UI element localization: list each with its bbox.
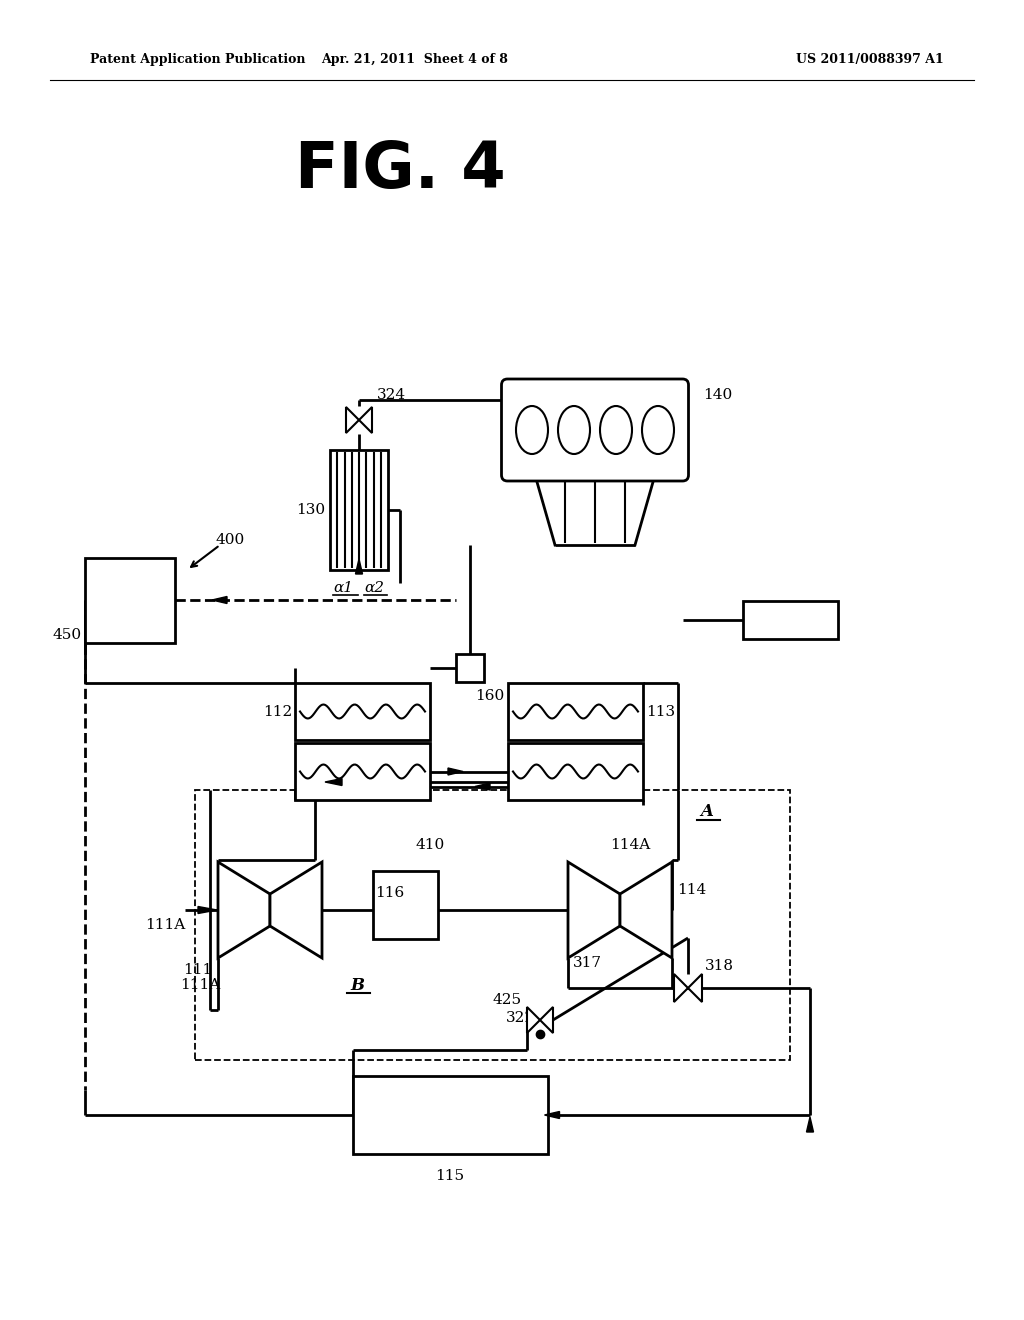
Polygon shape [270, 862, 322, 958]
Text: 140: 140 [702, 388, 732, 403]
Polygon shape [545, 1111, 559, 1118]
Polygon shape [218, 862, 270, 958]
Text: 318: 318 [705, 960, 734, 973]
Text: 114: 114 [677, 883, 707, 898]
Ellipse shape [600, 407, 632, 454]
Text: 111A: 111A [144, 917, 185, 932]
Text: 450: 450 [53, 628, 82, 642]
Text: FIG. 4: FIG. 4 [295, 139, 505, 201]
Text: 111A: 111A [180, 978, 220, 993]
Polygon shape [212, 597, 227, 603]
Polygon shape [807, 1117, 813, 1133]
Bar [742, 601, 838, 639]
Bar [330, 450, 388, 570]
Text: 114A: 114A [610, 838, 650, 851]
Polygon shape [688, 974, 702, 1002]
Polygon shape [325, 779, 342, 785]
Polygon shape [346, 407, 359, 433]
Polygon shape [540, 1007, 553, 1034]
Ellipse shape [558, 407, 590, 454]
Text: 113: 113 [646, 705, 675, 718]
Text: 160: 160 [475, 689, 504, 704]
Bar [352, 1076, 548, 1154]
Polygon shape [620, 862, 672, 958]
Text: 111: 111 [182, 964, 212, 977]
Bar [295, 743, 430, 800]
Text: 425: 425 [493, 993, 522, 1007]
Text: 317: 317 [573, 956, 602, 970]
Polygon shape [674, 974, 688, 1002]
Ellipse shape [642, 407, 674, 454]
Text: B: B [350, 977, 364, 994]
Text: α2: α2 [364, 581, 384, 595]
Polygon shape [568, 862, 620, 958]
Bar [295, 682, 430, 741]
Polygon shape [198, 907, 217, 913]
Text: 324: 324 [377, 388, 407, 403]
Text: A: A [700, 804, 713, 821]
Polygon shape [449, 768, 463, 775]
Polygon shape [527, 1007, 540, 1034]
Text: 112: 112 [263, 705, 292, 718]
Bar [508, 682, 643, 741]
Text: 322: 322 [506, 1011, 535, 1026]
Polygon shape [475, 783, 490, 789]
Text: 400: 400 [215, 533, 245, 546]
Bar [373, 871, 437, 939]
Text: α1: α1 [333, 581, 353, 595]
Text: 130: 130 [296, 503, 325, 517]
Text: Patent Application Publication: Patent Application Publication [90, 54, 305, 66]
Ellipse shape [516, 407, 548, 454]
Text: Apr. 21, 2011  Sheet 4 of 8: Apr. 21, 2011 Sheet 4 of 8 [322, 54, 509, 66]
Text: 115: 115 [435, 1170, 465, 1183]
Text: 410: 410 [415, 838, 444, 851]
FancyBboxPatch shape [502, 379, 688, 480]
Text: 116: 116 [376, 886, 404, 900]
Text: US 2011/0088397 A1: US 2011/0088397 A1 [796, 54, 944, 66]
Polygon shape [359, 407, 372, 433]
Bar [195, 789, 790, 1060]
Bar [508, 743, 643, 800]
Bar [456, 653, 484, 682]
Bar [85, 557, 175, 643]
Polygon shape [355, 558, 362, 574]
